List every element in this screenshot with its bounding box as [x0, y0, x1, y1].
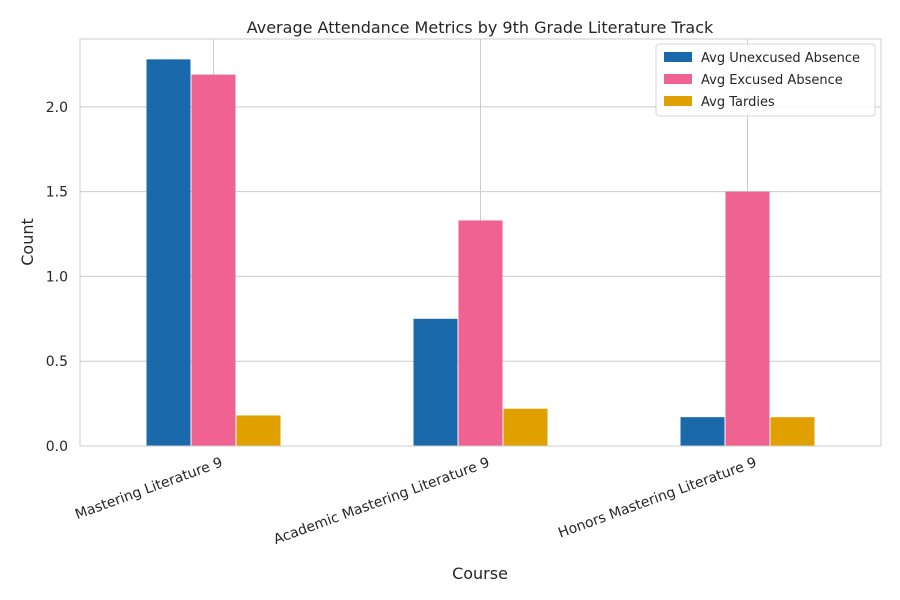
y-tick-label: 1.5	[46, 185, 68, 201]
y-axis-ticks: 0.0 0.5 1.0 1.5 2.0	[46, 100, 68, 455]
y-tick-label: 2.0	[46, 100, 68, 116]
legend-frame	[655, 43, 876, 117]
bar-avg-unexcused-absence	[680, 417, 725, 446]
y-axis-title: Count	[18, 218, 37, 266]
bar-avg-excused-absence	[191, 74, 236, 447]
bar-avg-tardies	[503, 408, 548, 446]
y-tick-label: 1.0	[46, 269, 68, 285]
y-tick-label: 0.5	[46, 354, 68, 370]
legend-swatch-tardies	[664, 96, 692, 106]
bar-avg-unexcused-absence	[413, 318, 458, 446]
legend-label-tardies: Avg Tardies	[701, 95, 775, 110]
y-tick-label: 0.0	[46, 439, 68, 455]
bar-avg-unexcused-absence	[146, 59, 191, 446]
legend-swatch-unexcused	[664, 52, 692, 62]
bar-avg-excused-absence	[725, 191, 770, 446]
legend-label-unexcused: Avg Unexcused Absence	[701, 51, 860, 66]
chart-title: Average Attendance Metrics by 9th Grade …	[247, 18, 714, 37]
bar-avg-excused-absence	[458, 220, 503, 446]
legend-swatch-excused	[664, 74, 692, 84]
bar-avg-tardies	[770, 417, 815, 446]
legend: Avg Unexcused Absence Avg Excused Absenc…	[655, 43, 876, 117]
legend-label-excused: Avg Excused Absence	[701, 73, 843, 88]
bars	[146, 59, 815, 447]
plot-area-frame	[79, 38, 882, 447]
bar-avg-tardies	[236, 415, 281, 446]
x-axis-title: Course	[452, 564, 508, 583]
